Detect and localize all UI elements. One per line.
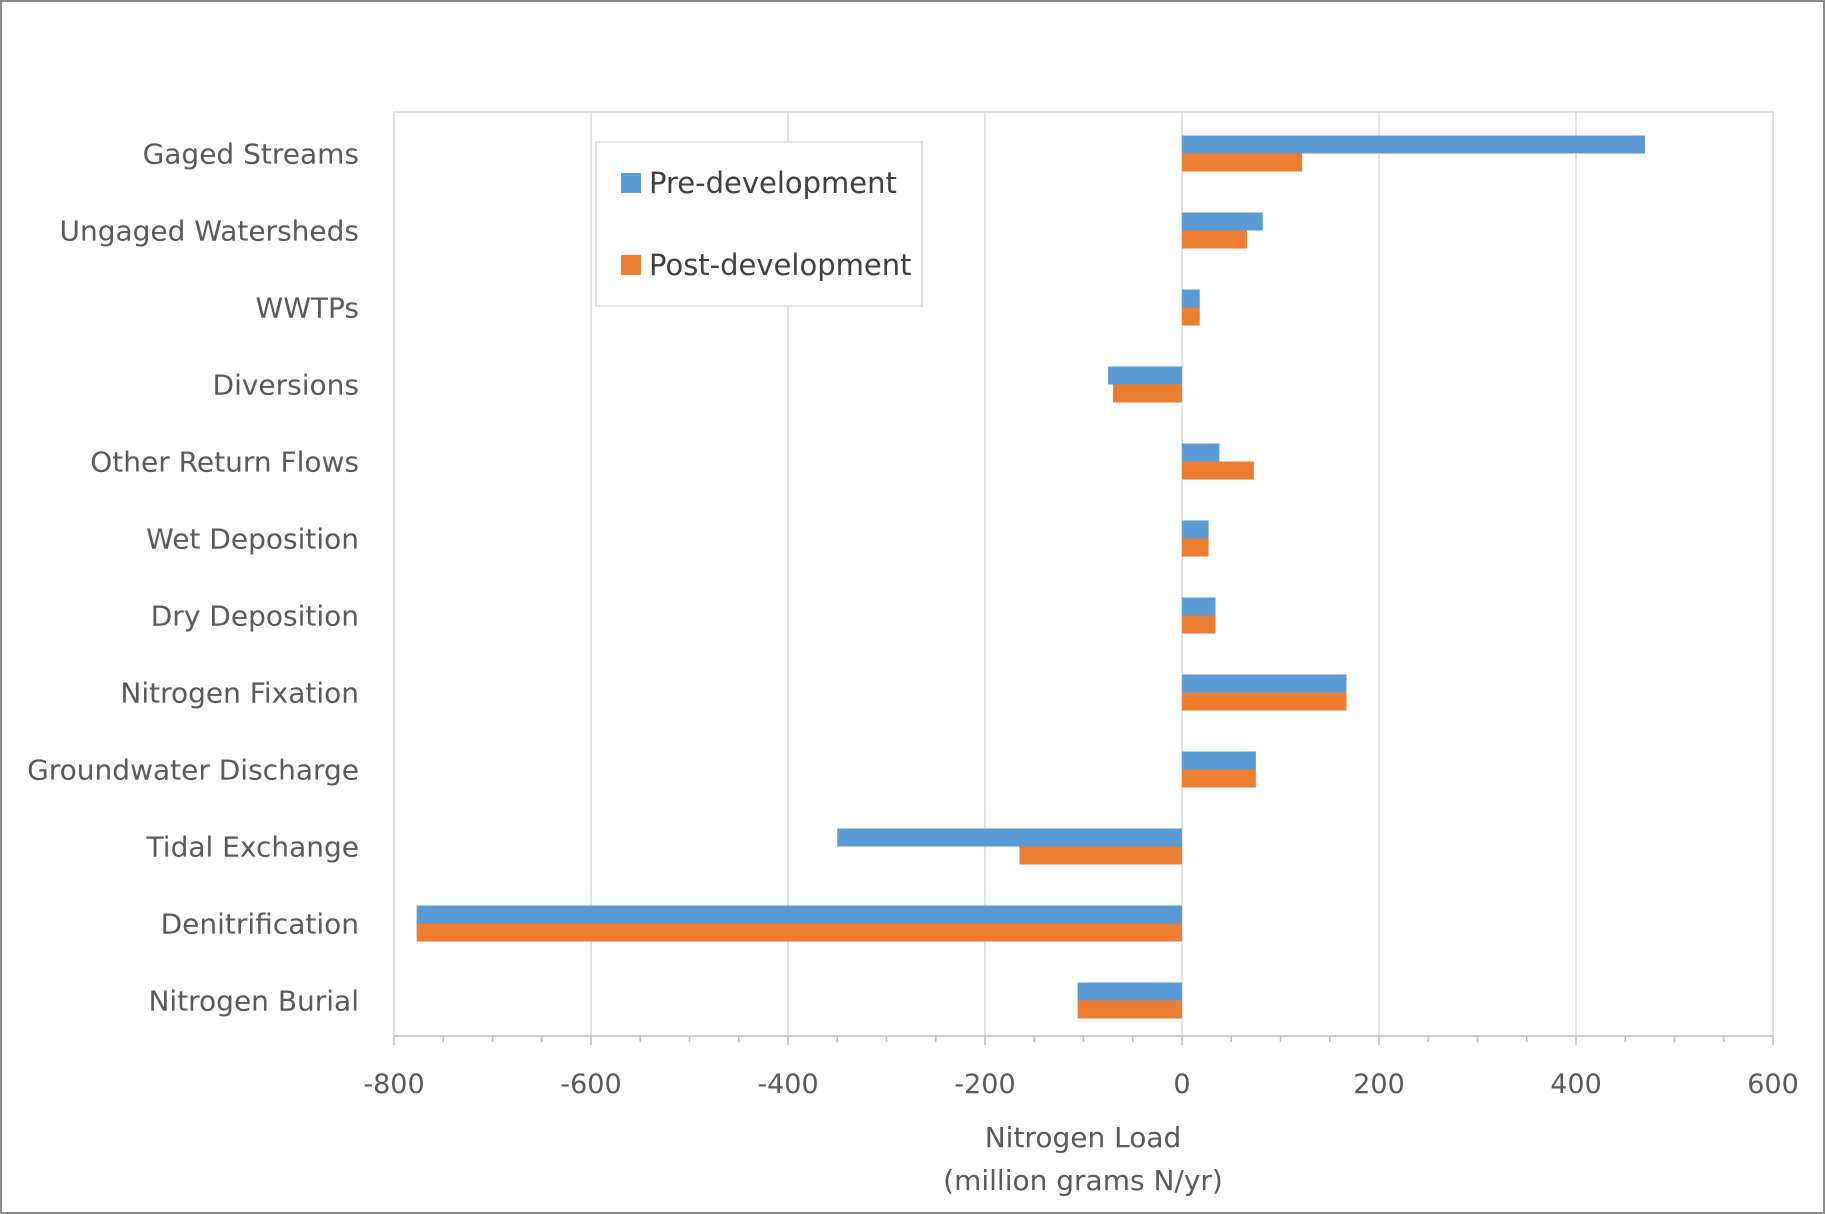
- bar-post-development-nitrogen-burial: [1077, 1000, 1182, 1019]
- bar-post-development-gaged-streams: [1182, 153, 1303, 172]
- bar-pre-development-wet-deposition: [1182, 520, 1209, 539]
- legend-swatch-post-development: [621, 255, 641, 275]
- bar-pre-development-nitrogen-fixation: [1182, 674, 1347, 693]
- x-tick-label: -200: [954, 1069, 1015, 1100]
- category-label: Gaged Streams: [143, 138, 359, 171]
- category-label: Tidal Exchange: [146, 831, 359, 864]
- category-label: Nitrogen Burial: [148, 985, 359, 1018]
- bar-post-development-denitrification: [416, 923, 1182, 942]
- bar-pre-development-tidal-exchange: [837, 828, 1182, 847]
- x-axis-title-line1: Nitrogen Load: [985, 1121, 1182, 1154]
- bar-post-development-wet-deposition: [1182, 538, 1209, 557]
- x-tick-label: -400: [757, 1069, 818, 1100]
- bar-pre-development-nitrogen-burial: [1077, 982, 1182, 1001]
- legend: Pre-development Post-development: [595, 141, 923, 307]
- x-tick-label: 400: [1550, 1069, 1602, 1100]
- bar-pre-development-dry-deposition: [1182, 597, 1216, 616]
- legend-label-post-development: Post-development: [649, 248, 911, 282]
- x-tick-label: 200: [1353, 1069, 1405, 1100]
- x-tick-label: 600: [1747, 1069, 1799, 1100]
- category-label: WWTPs: [256, 292, 359, 325]
- category-label: Dry Deposition: [151, 600, 359, 633]
- bar-pre-development-groundwater-discharge: [1182, 751, 1256, 770]
- bar-pre-development-other-return-flows: [1182, 443, 1220, 462]
- bar-post-development-tidal-exchange: [1019, 846, 1182, 865]
- bar-pre-development-ungaged-watersheds: [1182, 212, 1263, 231]
- bar-pre-development-wwtps: [1182, 289, 1200, 308]
- category-label: Nitrogen Fixation: [120, 677, 359, 710]
- category-label: Wet Deposition: [146, 523, 359, 556]
- category-labels: Gaged Streams Ungaged Watersheds WWTPs Dive…: [27, 138, 359, 1018]
- x-tick-label: -600: [560, 1069, 621, 1100]
- x-tick-label: -800: [363, 1069, 424, 1100]
- bar-post-development-ungaged-watersheds: [1182, 230, 1248, 249]
- legend-swatch-pre-development: [621, 173, 641, 193]
- bar-pre-development-diversions: [1108, 366, 1182, 385]
- bar-post-development-dry-deposition: [1182, 615, 1216, 634]
- x-axis-title: Nitrogen Load (million grams N/yr): [943, 1121, 1223, 1197]
- legend-box: [595, 141, 923, 307]
- bar-pre-development-gaged-streams: [1182, 135, 1645, 154]
- bar-pre-development-denitrification: [416, 905, 1182, 924]
- x-axis-title-line2: (million grams N/yr): [943, 1164, 1223, 1197]
- x-tick-label: 0: [1173, 1069, 1190, 1100]
- bar-post-development-nitrogen-fixation: [1182, 692, 1347, 711]
- category-label: Other Return Flows: [90, 446, 359, 479]
- category-label: Ungaged Watersheds: [59, 215, 359, 248]
- bar-post-development-groundwater-discharge: [1182, 769, 1256, 788]
- bar-post-development-other-return-flows: [1182, 461, 1254, 480]
- category-label: Diversions: [213, 369, 359, 402]
- bars: [416, 135, 1645, 1019]
- legend-label-pre-development: Pre-development: [649, 166, 897, 200]
- category-label: Groundwater Discharge: [27, 754, 359, 787]
- x-axis: -800 -600 -400 -200 0 200 400 600: [363, 1035, 1799, 1100]
- bar-post-development-wwtps: [1182, 307, 1200, 326]
- bar-post-development-diversions: [1113, 384, 1182, 403]
- category-label: Denitrification: [161, 908, 359, 941]
